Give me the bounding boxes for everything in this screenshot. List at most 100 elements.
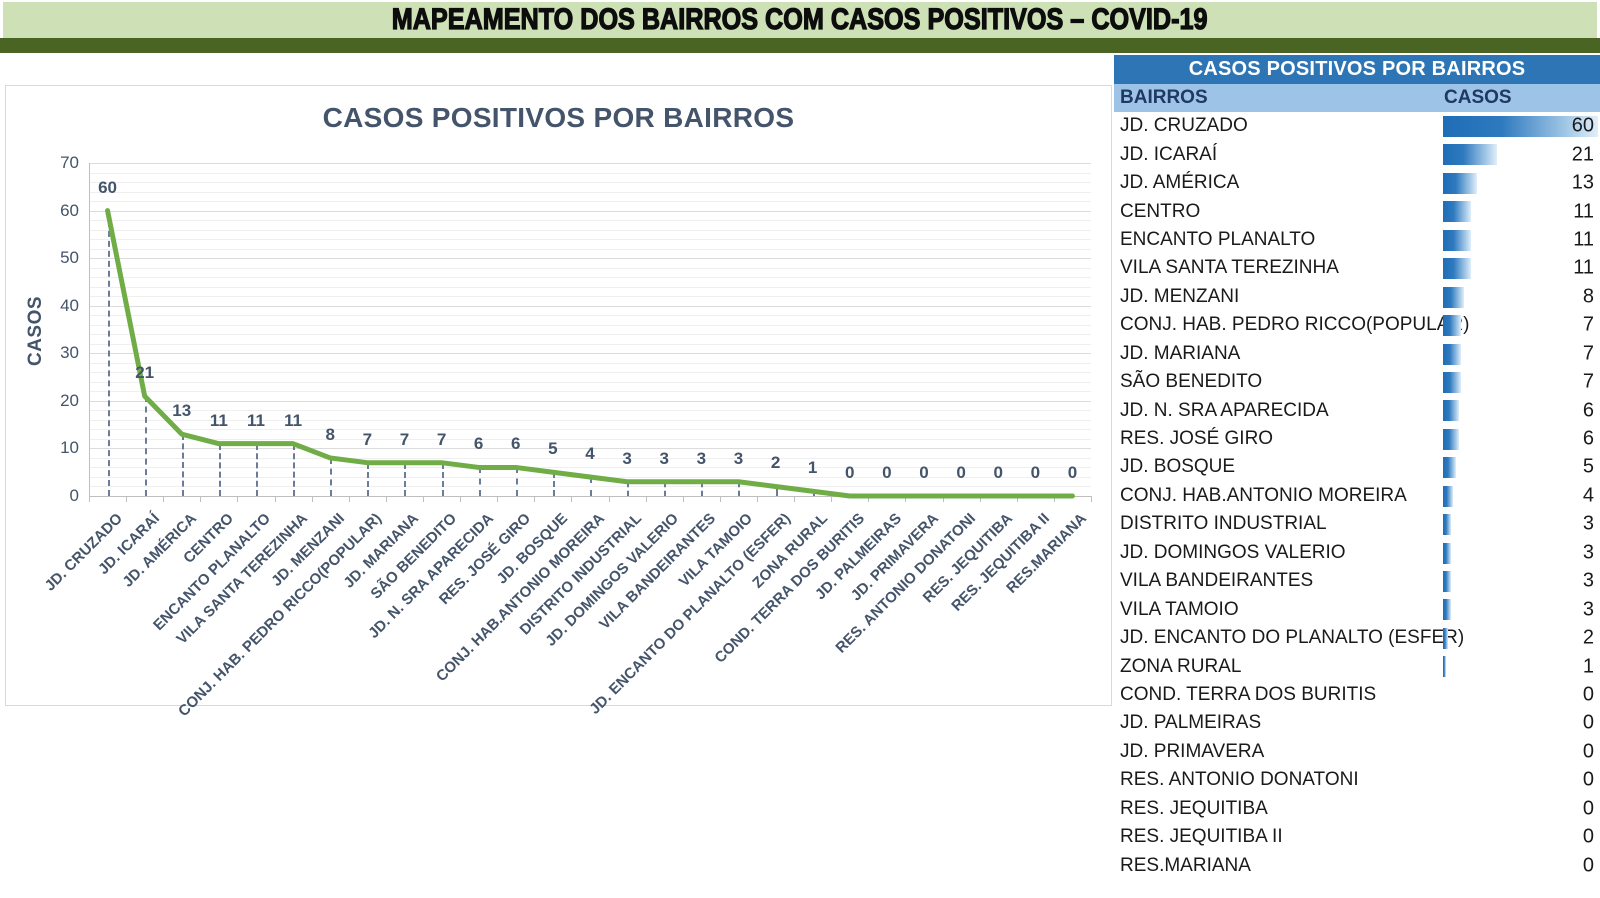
table-row: DISTRITO INDUSTRIAL 3 [1114,510,1600,538]
bairro-name-cell: JD. CRUZADO [1120,115,1248,137]
bairro-name-cell: ZONA RURAL [1120,655,1242,677]
banner-divider-bar [0,38,1600,53]
casos-value-cell: 0 [1582,740,1594,763]
drop-line [664,481,667,496]
minor-gridline [89,182,1091,184]
data-label: 6 [511,434,521,454]
drop-line [181,434,184,496]
x-axis-tick [460,496,462,502]
table-row: JD. PALMEIRAS 0 [1114,709,1600,737]
chart-card: CASOS POSITIVOS POR BAIRROS CASOS 0 10 20 3… [5,85,1112,720]
bairro-name-cell: VILA BANDEIRANTES [1120,570,1314,592]
drop-line [590,476,592,496]
cases-table: CASOS POSITIVOS POR BAIRROS BAIRROS CASO… [1114,55,1600,898]
casos-data-bar [1443,229,1472,251]
data-label: 3 [696,448,707,468]
covid-banner: MAPEAMENTO DOS BAIRROS COM CASOS POSITIV… [3,2,1597,38]
table-row: CONJ. HAB. PEDRO RICCO(POPULAR) 7 [1114,311,1600,339]
table-row: ENCANTO PLANALTO 11 [1114,226,1600,254]
data-label: 1 [807,458,818,478]
drop-line [552,472,555,496]
x-axis-tick [757,496,758,502]
table-row: JD. ENCANTO DO PLANALTO (ESFER) 2 [1114,624,1600,652]
minor-gridline [89,438,1091,440]
data-label: 6 [473,434,484,454]
casos-data-bar [1443,258,1472,280]
casos-data-bar [1443,485,1454,507]
table-row: JD. AMÉRICA 13 [1114,169,1600,197]
table-title: CASOS POSITIVOS POR BAIRROS [1114,55,1600,84]
major-gridline [89,353,1091,355]
table-row: JD. MENZANI 8 [1114,283,1600,311]
x-axis-tick [237,496,239,502]
x-axis-tick [311,496,313,502]
x-axis-line [89,496,1091,497]
table-row: CENTRO 11 [1114,197,1600,225]
x-axis-tick [868,496,870,502]
casos-data-bar [1443,542,1451,564]
bairro-name-cell: JD. PALMEIRAS [1120,712,1262,734]
casos-data-bar [1443,656,1446,678]
casos-value-cell: 11 [1573,256,1594,279]
drop-line [293,443,296,496]
table-row: RES. JEQUITIBA II 0 [1114,823,1600,851]
casos-value-cell: 7 [1582,342,1594,365]
y-axis-line [89,163,90,496]
table-row: RES. JOSÉ GIRO 6 [1114,425,1600,453]
table-row: JD. ICARAÍ 21 [1114,140,1600,168]
bairro-name-cell: JD. N. SRA APARECIDA [1120,399,1329,421]
casos-data-bar [1443,201,1472,223]
data-label: 7 [399,429,410,449]
x-axis-tick [1016,496,1018,502]
casos-data-bar [1443,514,1451,536]
casos-value-cell: 0 [1582,825,1594,848]
data-label: 13 [172,401,192,421]
casos-value-cell: 5 [1582,455,1594,478]
column-header-casos: CASOS [1444,87,1512,108]
x-axis-tick [423,496,424,502]
drop-line [738,481,741,496]
data-label: 3 [622,448,632,468]
minor-gridline [89,372,1091,374]
casos-data-bar [1443,343,1462,365]
minor-gridline [89,324,1091,326]
drop-line [144,396,147,496]
cases-line [105,208,1075,499]
minor-gridline [89,410,1091,412]
data-label: 7 [362,429,373,449]
x-axis-tick [1091,496,1092,502]
data-label: 0 [882,463,892,482]
x-axis-tick [608,496,610,502]
minor-gridline [89,239,1091,241]
table-row: ZONA RURAL 1 [1114,652,1600,680]
minor-gridline [89,391,1091,393]
data-label: 3 [733,448,744,468]
bairro-name-cell: COND. TERRA DOS BURITIS [1120,683,1377,705]
casos-value-cell: 3 [1582,541,1594,564]
bairro-name-cell: RES. JOSÉ GIRO [1120,428,1274,450]
x-axis-tick [274,496,276,502]
bairro-name-cell: JD. BOSQUE [1120,456,1236,478]
x-axis-tick [682,496,684,502]
drop-line [627,481,630,496]
bairro-name-cell: JD. MENZANI [1120,285,1240,307]
casos-data-bar [1443,371,1462,393]
casos-value-cell: 6 [1582,399,1594,422]
data-label: 21 [135,363,155,383]
casos-value-cell: 11 [1573,200,1594,223]
minor-gridline [89,381,1091,383]
casos-value-cell: 7 [1582,313,1594,336]
bairro-name-cell: JD. MARIANA [1120,342,1241,364]
table-row: CONJ. HAB.ANTONIO MOREIRA 4 [1114,482,1600,510]
drop-line [441,462,444,496]
x-axis-tick [497,496,499,502]
minor-gridline [89,277,1091,279]
data-label: 8 [325,424,335,444]
casos-value-cell: 2 [1582,626,1594,649]
casos-data-bar [1443,599,1451,621]
minor-gridline [89,286,1091,288]
banner-title: MAPEAMENTO DOS BAIRROS COM CASOS POSITIV… [392,2,1209,36]
x-axis-tick [163,496,165,502]
bairro-name-cell: SÃO BENEDITO [1120,371,1263,393]
y-axis-tick-label: 50 [60,248,79,268]
